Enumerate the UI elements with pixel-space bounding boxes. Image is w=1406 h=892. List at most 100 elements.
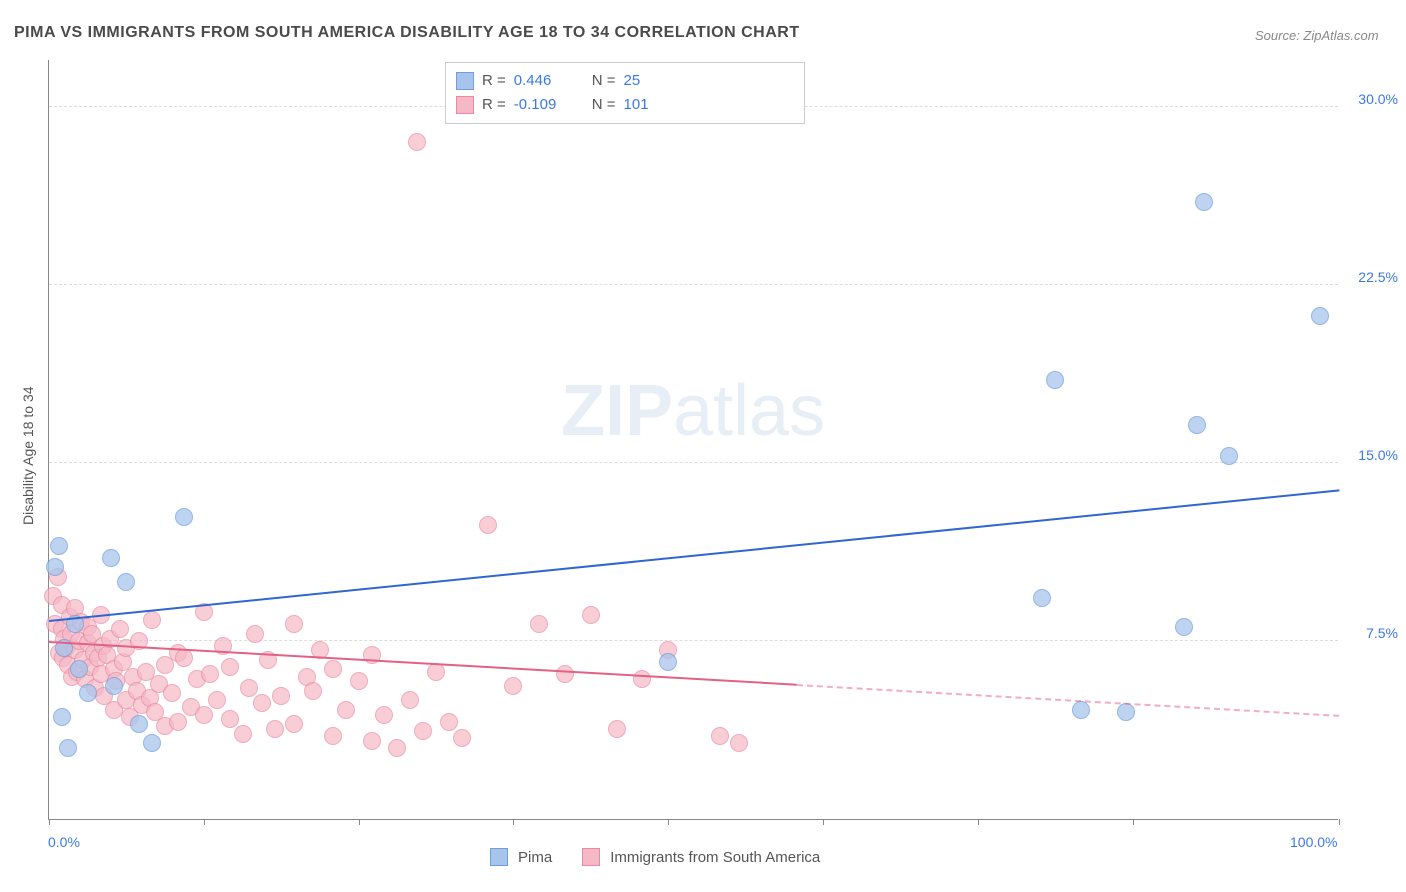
data-point (285, 615, 303, 633)
data-point (408, 133, 426, 151)
legend-swatch (490, 848, 508, 866)
regression-line (49, 489, 1339, 622)
data-point (1311, 307, 1329, 325)
data-point (414, 722, 432, 740)
data-point (453, 729, 471, 747)
data-point (337, 701, 355, 719)
data-point (530, 615, 548, 633)
data-point (608, 720, 626, 738)
stats-n-value: 101 (624, 93, 649, 117)
watermark-atlas: atlas (673, 371, 825, 451)
data-point (659, 653, 677, 671)
data-point (53, 708, 71, 726)
stats-n-label: N = (592, 93, 616, 117)
stats-legend-row: R = -0.109 N = 101 (456, 93, 794, 117)
data-point (285, 715, 303, 733)
x-tick (49, 819, 50, 825)
data-point (105, 677, 123, 695)
data-point (201, 665, 219, 683)
data-point (175, 508, 193, 526)
legend-swatch (582, 848, 600, 866)
grid-line (49, 640, 1338, 641)
data-point (1033, 589, 1051, 607)
grid-line (49, 284, 1338, 285)
regression-line (797, 684, 1339, 717)
data-point (633, 670, 651, 688)
stats-n-value: 25 (624, 69, 641, 93)
stats-r-value: 0.446 (514, 69, 584, 93)
data-point (388, 739, 406, 757)
stats-r-label: R = (482, 93, 506, 117)
data-point (1220, 447, 1238, 465)
legend-swatch (456, 72, 474, 90)
x-tick (359, 819, 360, 825)
data-point (1117, 703, 1135, 721)
data-point (59, 739, 77, 757)
data-point (711, 727, 729, 745)
data-point (163, 684, 181, 702)
data-point (130, 715, 148, 733)
data-point (440, 713, 458, 731)
x-tick (204, 819, 205, 825)
grid-line (49, 462, 1338, 463)
data-point (1072, 701, 1090, 719)
x-tick (1339, 819, 1340, 825)
x-min-label: 0.0% (48, 834, 80, 850)
x-tick (513, 819, 514, 825)
scatter-plot-area: ZIPatlas 7.5%15.0%22.5%30.0% (48, 60, 1338, 820)
data-point (70, 660, 88, 678)
data-point (1188, 416, 1206, 434)
data-point (111, 620, 129, 638)
data-point (1046, 371, 1064, 389)
y-tick-label: 7.5% (1343, 625, 1398, 641)
data-point (195, 706, 213, 724)
y-tick-label: 22.5% (1343, 269, 1398, 285)
data-point (50, 537, 68, 555)
source-attribution: Source: ZipAtlas.com (1255, 28, 1379, 43)
data-point (730, 734, 748, 752)
y-tick-label: 30.0% (1343, 91, 1398, 107)
x-tick (668, 819, 669, 825)
x-tick (1133, 819, 1134, 825)
stats-legend-row: R = 0.446N = 25 (456, 69, 794, 93)
data-point (582, 606, 600, 624)
x-max-label: 100.0% (1290, 834, 1337, 850)
data-point (504, 677, 522, 695)
legend-swatch (456, 96, 474, 114)
watermark: ZIPatlas (561, 370, 825, 452)
data-point (272, 687, 290, 705)
data-point (253, 694, 271, 712)
x-tick (978, 819, 979, 825)
x-tick (823, 819, 824, 825)
series-legend: Pima Immigrants from South America (490, 848, 840, 866)
y-tick-label: 15.0% (1343, 447, 1398, 463)
data-point (221, 658, 239, 676)
stats-r-value: -0.109 (514, 93, 584, 117)
data-point (1175, 618, 1193, 636)
data-point (1195, 193, 1213, 211)
legend-label: Pima (518, 849, 552, 866)
data-point (401, 691, 419, 709)
data-point (102, 549, 120, 567)
data-point (79, 684, 97, 702)
stats-r-label: R = (482, 69, 506, 93)
data-point (304, 682, 322, 700)
data-point (208, 691, 226, 709)
watermark-zip: ZIP (561, 371, 673, 451)
data-point (375, 706, 393, 724)
data-point (234, 725, 252, 743)
data-point (324, 727, 342, 745)
data-point (556, 665, 574, 683)
data-point (350, 672, 368, 690)
chart-title: PIMA VS IMMIGRANTS FROM SOUTH AMERICA DI… (14, 24, 800, 42)
data-point (117, 573, 135, 591)
legend-label: Immigrants from South America (610, 849, 820, 866)
data-point (324, 660, 342, 678)
data-point (479, 516, 497, 534)
correlation-stats-legend: R = 0.446N = 25R = -0.109 N = 101 (445, 62, 805, 124)
data-point (246, 625, 264, 643)
data-point (169, 713, 187, 731)
y-axis-label: Disability Age 18 to 34 (20, 386, 36, 525)
data-point (266, 720, 284, 738)
data-point (363, 732, 381, 750)
